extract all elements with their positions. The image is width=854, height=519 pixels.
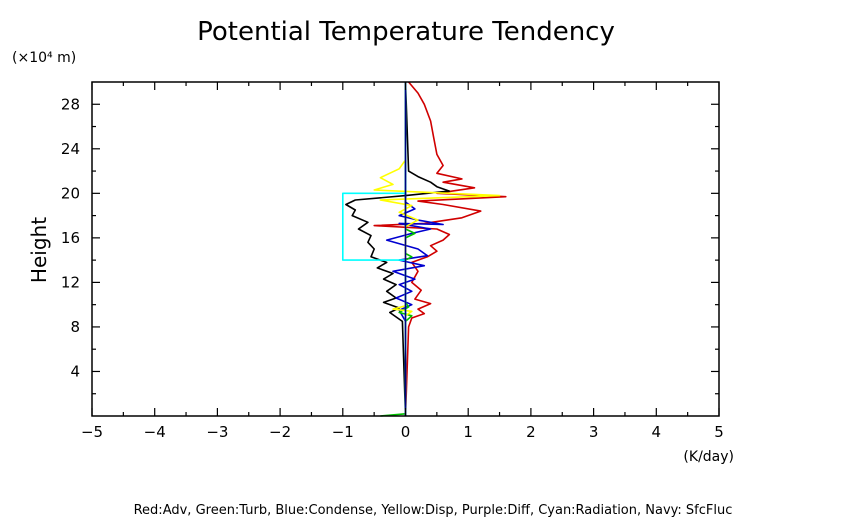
x-tick-label: −3 — [206, 423, 228, 441]
x-tick-label: 5 — [714, 423, 724, 441]
series-layer — [341, 81, 507, 417]
y-tick-label: 20 — [61, 184, 80, 202]
x-tick-label: 1 — [463, 423, 473, 441]
y-tick-label: 4 — [70, 362, 80, 380]
x-tick-label: −4 — [144, 423, 166, 441]
chart-title: Potential Temperature Tendency — [197, 17, 615, 47]
plot-frame — [91, 81, 720, 417]
x-tick-label: 0 — [401, 423, 411, 441]
y-axis-title: Height — [27, 217, 51, 283]
x-tick-label: 2 — [526, 423, 536, 441]
y-tick-label: 8 — [70, 318, 80, 336]
y-tick-label: 24 — [61, 140, 80, 158]
y-tick-label: 12 — [61, 273, 80, 291]
series-line-1 — [345, 81, 451, 417]
x-tick-label: −1 — [332, 423, 354, 441]
x-unit-label: (K/day) — [683, 449, 734, 465]
legend-text: Red:Adv, Green:Turb, Blue:Condense, Yell… — [134, 503, 733, 518]
series-line-2 — [385, 82, 444, 416]
x-tick-label: −2 — [269, 423, 291, 441]
series-line-3 — [380, 82, 416, 417]
x-tick-label: 4 — [652, 423, 662, 441]
series-line-0 — [373, 81, 507, 417]
y-tick-label: 28 — [61, 95, 80, 113]
x-tick-label: −5 — [81, 423, 103, 441]
x-tick-label: 3 — [589, 423, 599, 441]
y-unit-label: (×10⁴ m) — [12, 50, 76, 66]
y-tick-label: 16 — [61, 229, 80, 247]
series-line-4 — [373, 82, 501, 416]
